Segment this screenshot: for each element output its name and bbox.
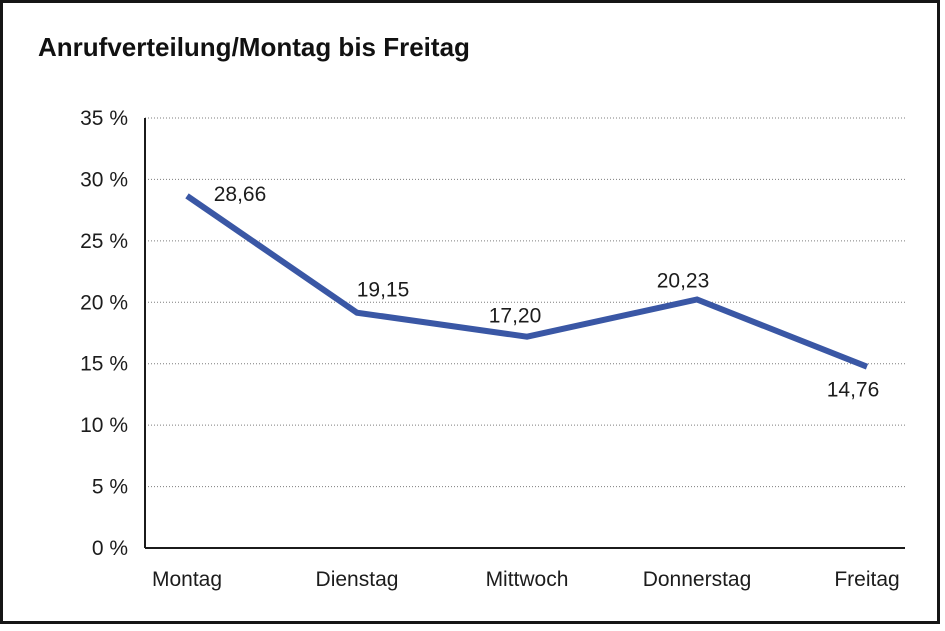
x-axis-category-label: Freitag <box>834 568 899 591</box>
y-axis-tick-label: 25 % <box>80 230 128 253</box>
data-point-label: 17,20 <box>489 305 542 328</box>
data-line <box>185 193 869 370</box>
data-point-label: 28,66 <box>214 183 267 206</box>
x-axis-category-label: Dienstag <box>316 568 399 591</box>
y-axis-tick-label: 0 % <box>92 537 128 560</box>
y-axis-tick-label: 35 % <box>80 107 128 130</box>
x-axis-category-label: Donnerstag <box>643 568 752 591</box>
x-axis-category-label: Mittwoch <box>486 568 569 591</box>
y-axis-tick-label: 5 % <box>92 476 128 499</box>
y-axis-tick-label: 20 % <box>80 291 128 314</box>
y-axis-tick-label: 15 % <box>80 353 128 376</box>
y-axis-tick-label: 10 % <box>80 414 128 437</box>
data-point-label: 14,76 <box>827 379 880 402</box>
chart-title: Anrufverteilung/Montag bis Freitag <box>38 32 470 62</box>
data-point-label: 20,23 <box>657 269 710 292</box>
x-axis-category-label: Montag <box>152 568 222 591</box>
data-point-label: 19,15 <box>357 279 410 302</box>
y-axis-tick-label: 30 % <box>80 168 128 191</box>
